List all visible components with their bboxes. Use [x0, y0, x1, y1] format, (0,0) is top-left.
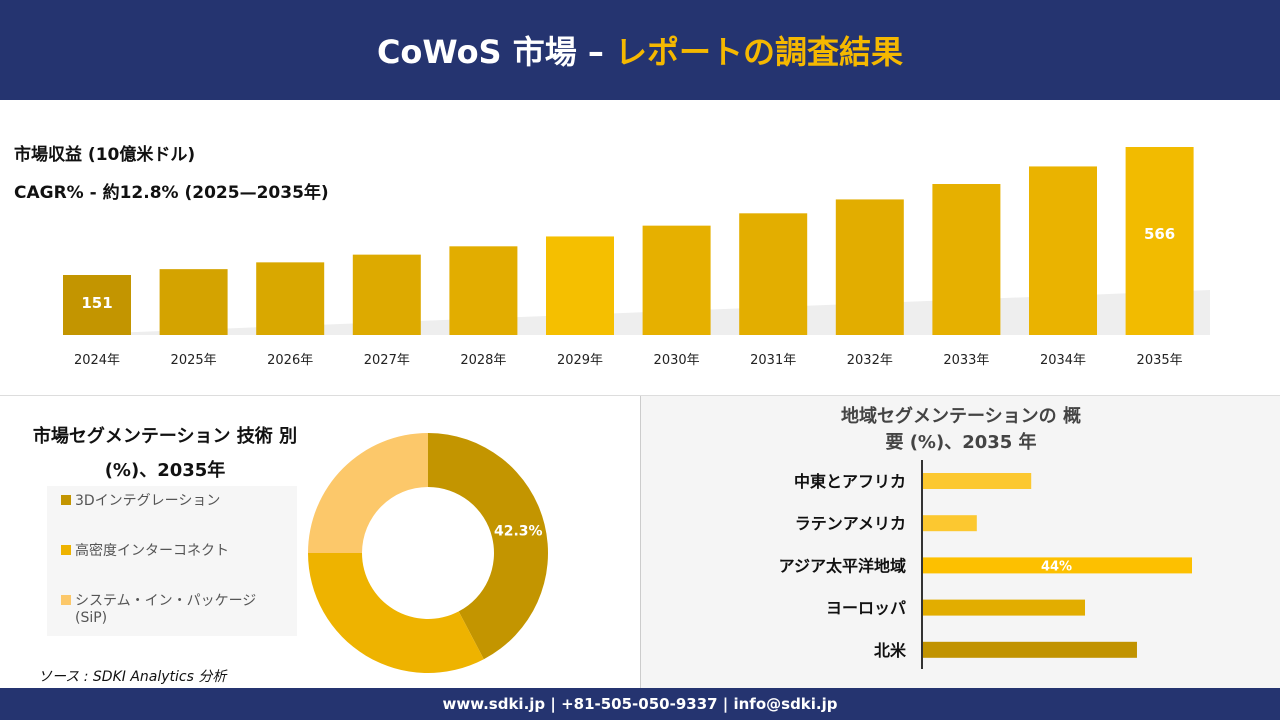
legend-label: システム・イン・パッケージ (SiP) [75, 593, 257, 626]
bar-7 [739, 213, 808, 335]
region-panel: 地域セグメンテーションの 概要 (%)、2035 年 中東とアフリカ ラテンアメリ… [640, 396, 1280, 688]
title: CoWoS 市場 – [376, 33, 604, 71]
bar-10 [1029, 166, 1097, 335]
x-tick-label: 2026年 [267, 353, 313, 368]
region-label: 中東とアフリカ [794, 472, 906, 491]
bar-8 [835, 199, 904, 335]
divider [0, 395, 1280, 396]
bar-0 [63, 275, 131, 335]
legend-swatch [61, 495, 71, 505]
legend-label: 3Dインテグレーション [75, 493, 221, 509]
x-tick-label: 2029年 [557, 353, 603, 368]
donut-slice-1 [308, 553, 484, 673]
x-tick-label: 2027年 [364, 353, 410, 368]
legend-item: システム・イン・パッケージ (SiP) [61, 590, 283, 626]
region-bar-1 [923, 515, 977, 532]
bar-3 [352, 254, 421, 335]
legend-swatch [61, 545, 71, 555]
data-label: 566 [1144, 225, 1175, 243]
region-bar-3 [923, 599, 1086, 616]
x-tick-label: 2032年 [847, 353, 893, 368]
revenue-bar-chart: 2024年 151 2025年 2026年 2027年 2028年 2029年 2030年 20… [60, 147, 1210, 368]
bar-5 [546, 236, 614, 335]
donut-slice-0 [428, 433, 548, 660]
donut-label: 42.3% [494, 524, 543, 540]
segment-title: 市場セグメンテーション 技術 別 (%)、2035年 [32, 426, 298, 481]
legend-label: 高密度インターコネクト [75, 543, 229, 559]
x-tick-label: 2033年 [943, 353, 989, 368]
bar-9 [932, 184, 1001, 335]
region-bar-2 [923, 557, 1192, 574]
donut-legend: 3Dインテグレーション 高密度インターコネクトシステム・イン・パッケージ (SiP… [47, 486, 297, 636]
region-title: 地域セグメンテーションの 概要 (%)、2035 年 [841, 406, 1081, 453]
x-tick-label: 2035年 [1137, 353, 1183, 368]
title-accent: レポートの調査結果 [615, 33, 904, 71]
region-label: ヨーロッパ [826, 599, 906, 618]
region-bar-0 [923, 473, 1032, 489]
cagr-label: CAGR% - 約12.8% (2025—2035年) [14, 183, 329, 203]
bar-2 [256, 262, 325, 335]
region-label: 北米 [874, 641, 907, 660]
x-tick-label: 2024年 [74, 353, 120, 368]
technology-donut-chart: 42.3% [308, 433, 548, 673]
region-label: アジア太平洋地域 [779, 556, 906, 575]
data-label: 44% [1041, 559, 1072, 574]
x-tick-label: 2028年 [460, 353, 506, 368]
x-tick-label: 2030年 [654, 353, 700, 368]
data-label: 151 [81, 294, 112, 312]
bar-11 [1125, 147, 1194, 335]
revenue-label: 市場収益 (10億米ドル) [14, 145, 196, 165]
region-bar-4 [923, 641, 1137, 658]
x-tick-label: 2031年 [750, 353, 796, 368]
bar-6 [642, 225, 711, 335]
header-banner: CoWoS 市場 – レポートの調査結果 [0, 0, 1280, 100]
legend-item: 高密度インターコネクト [61, 540, 283, 560]
source-note: ソース : SDKI Analytics 分析 [38, 669, 227, 685]
legend-item: 3Dインテグレーション [61, 490, 283, 510]
legend-swatch [61, 595, 71, 605]
x-tick-label: 2034年 [1040, 353, 1086, 368]
region-label: ラテンアメリカ [795, 514, 906, 533]
bar-4 [449, 246, 518, 335]
footer-contact: www.sdki.jp | +81-505-050-9337 | info@sd… [0, 688, 1280, 720]
bar-shadow [60, 290, 1210, 335]
bar-1 [159, 269, 228, 335]
donut-slice-2 [308, 433, 428, 553]
x-tick-label: 2025年 [171, 353, 217, 368]
